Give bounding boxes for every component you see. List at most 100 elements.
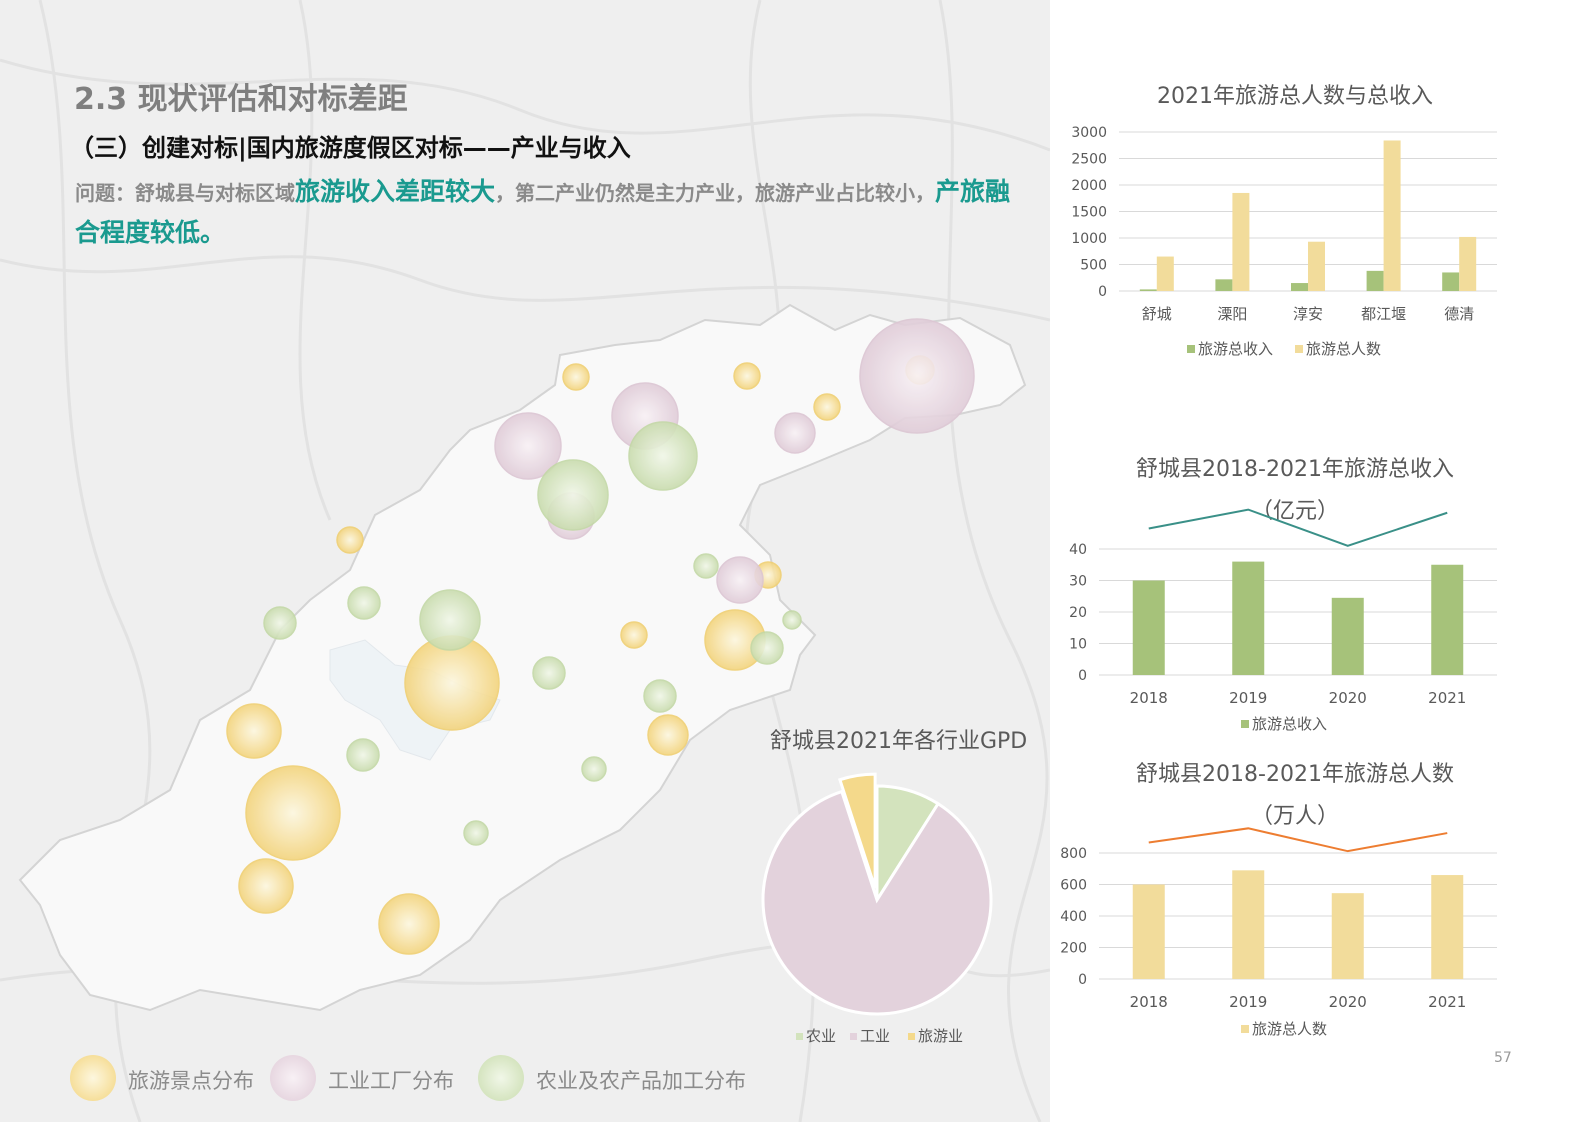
agriculture-bubble [347, 586, 381, 620]
x-tick-label: 溧阳 [1217, 305, 1247, 323]
income-trend-line [1148, 508, 1448, 547]
tourism-spot-bubble [336, 526, 364, 554]
county-map [0, 0, 1050, 1122]
chart2-plot: 0 10 20 30 40 2018 2019 2020 2021 旅游总收入 [1069, 508, 1497, 733]
chart-visitors-trend: 舒城县2018-2021年旅游总人数 （万人） 0 200 400 600 800 201… [1055, 755, 1535, 1055]
bar-旅游总人数-淳安 [1308, 241, 1325, 291]
chart4-title: 舒城县2018-2021年旅游总人数 [1136, 762, 1454, 787]
y-tick-label: 2500 [1071, 152, 1107, 168]
tourism-spot-bubble [733, 362, 761, 390]
x-tick-label: 都江堰 [1361, 305, 1406, 323]
agriculture-bubble [782, 610, 802, 630]
legend-tourism-label: 旅游景点分布 [128, 1069, 254, 1093]
x-tick-label: 2020 [1329, 689, 1367, 707]
legend-industry-label: 工业工厂分布 [328, 1069, 454, 1093]
tourism-circle-icon [70, 1055, 116, 1101]
y-tick-label: 0 [1078, 972, 1087, 988]
bubble-layer [226, 318, 975, 955]
agriculture-circle-icon [478, 1055, 524, 1101]
bar-旅游总收入-都江堰 [1366, 270, 1384, 291]
bar-旅游总人数-2018 [1132, 884, 1165, 979]
agriculture-bubble [537, 459, 609, 531]
chart4-plot: 0 200 400 600 800 2018 2019 2020 2021 旅游总人数 [1060, 827, 1497, 1038]
x-tick-label: 2020 [1329, 993, 1367, 1011]
x-tick-label: 2019 [1229, 993, 1267, 1011]
legend-swatch [1241, 720, 1249, 728]
bar-旅游总收入-淳安 [1291, 283, 1308, 291]
y-tick-label: 800 [1060, 846, 1087, 862]
y-tick-label: 2000 [1071, 178, 1107, 194]
legend-agriculture-label: 农业及农产品加工分布 [536, 1069, 746, 1093]
y-tick-label: 3000 [1071, 125, 1107, 141]
agriculture-bubble [532, 656, 566, 690]
chart4-title-unit: （万人） [1250, 804, 1339, 829]
bar-旅游总人数-都江堰 [1383, 140, 1401, 291]
problem-prefix: 问题：舒城县与对标区域 [75, 181, 295, 205]
tourism-spot-bubble [620, 621, 648, 649]
page-number: 57 [1494, 1050, 1512, 1066]
agriculture-bubble [419, 589, 481, 651]
legend-label: 旅游总收入 [1252, 715, 1327, 733]
bar-旅游总收入-溧阳 [1215, 279, 1233, 291]
pie-legend-label: 工业 [860, 1027, 890, 1045]
y-tick-label: 1000 [1071, 231, 1107, 247]
y-tick-label: 20 [1069, 605, 1087, 621]
y-tick-label: 500 [1080, 258, 1107, 274]
section-subtitle: （三）创建对标|国内旅游度假区对标——产业与收入 [70, 134, 631, 162]
y-tick-label: 1500 [1071, 205, 1107, 221]
industry-factory-bubble [494, 412, 562, 480]
x-tick-label: 舒城 [1142, 305, 1172, 323]
chart2-title: 舒城县2018-2021年旅游总收入 [1136, 457, 1454, 482]
pie-chart-title: 舒城县2021年各行业GPD [770, 729, 1028, 754]
y-tick-label: 10 [1069, 637, 1087, 653]
bar-旅游总收入-德清 [1442, 272, 1460, 291]
bar-旅游总收入-2018 [1132, 580, 1165, 675]
pie-legend-swatch [908, 1033, 915, 1040]
x-tick-label: 2021 [1428, 689, 1466, 707]
y-tick-label: 400 [1060, 909, 1087, 925]
y-tick-label: 600 [1060, 878, 1087, 894]
x-tick-label: 德清 [1444, 305, 1474, 323]
pie-slice-旅游业 [838, 772, 877, 889]
pie-slice-工业 [761, 789, 993, 1016]
agriculture-bubble [693, 553, 719, 579]
agriculture-bubble [628, 421, 698, 491]
problem-highlight-integration: 产旅融合程度较低。 [75, 177, 1011, 247]
bar-旅游总人数-舒城 [1156, 256, 1174, 291]
agriculture-bubble [643, 679, 677, 713]
y-tick-label: 30 [1069, 574, 1087, 590]
bar-旅游总人数-2019 [1232, 870, 1265, 979]
x-tick-label: 2018 [1130, 689, 1168, 707]
tourism-spot-bubble [813, 393, 841, 421]
y-tick-label: 40 [1069, 542, 1087, 558]
problem-highlight-income: 旅游收入差距较大 [295, 177, 496, 206]
bar-旅游总人数-德清 [1459, 236, 1477, 291]
pie-legend-swatch [850, 1033, 857, 1040]
y-tick-label: 200 [1060, 941, 1087, 957]
tourism-spot-bubble [647, 714, 689, 756]
chart1-plot: 0 500 1000 1500 2000 2500 3000 舒城 溧阳 淳安 都江堰 德清旅游总收入… [1071, 125, 1497, 358]
industry-circle-icon [270, 1055, 316, 1101]
legend-swatch [1295, 345, 1303, 353]
bar-旅游总人数-溧阳 [1232, 192, 1250, 291]
legend-label: 旅游总收入 [1198, 340, 1273, 358]
y-tick-label: 0 [1098, 284, 1107, 300]
x-tick-label: 淳安 [1293, 305, 1323, 323]
problem-middle: ，第二产业仍然是主力产业，旅游产业占比较小， [495, 181, 936, 205]
x-tick-label: 2018 [1130, 993, 1168, 1011]
bar-旅游总人数-2021 [1431, 875, 1464, 979]
legend-swatch [1187, 345, 1195, 353]
x-tick-label: 2019 [1229, 689, 1267, 707]
agriculture-bubble [346, 738, 380, 772]
bar-旅游总收入-2019 [1232, 561, 1265, 675]
pie-legend-label: 旅游业 [918, 1027, 963, 1045]
bar-旅游总人数-2020 [1331, 893, 1364, 979]
chart1-title: 2021年旅游总人数与总收入 [1157, 84, 1433, 109]
agriculture-bubble [750, 631, 784, 665]
chart-income-trend: 舒城县2018-2021年旅游总收入 （亿元） 0 10 20 30 40 2018 201… [1055, 450, 1535, 750]
visitors-trend-line [1148, 827, 1448, 853]
legend-label: 旅游总人数 [1252, 1020, 1327, 1038]
tourism-spot-bubble [562, 363, 590, 391]
pie-legend-label: 农业 [806, 1027, 836, 1045]
x-tick-label: 2021 [1428, 993, 1466, 1011]
